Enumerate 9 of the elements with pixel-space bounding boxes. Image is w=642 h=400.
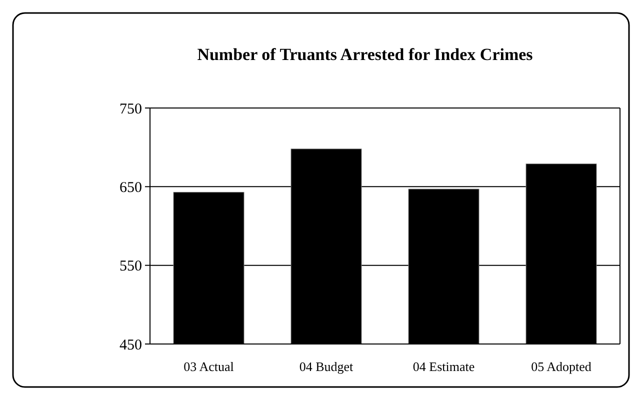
x-tick-label: 05 Adopted [531, 359, 592, 374]
chart-title: Number of Truants Arrested for Index Crimes [197, 45, 534, 64]
x-tick-label: 04 Budget [299, 359, 354, 374]
y-tick-label: 750 [120, 101, 142, 118]
x-tick-label: 04 Estimate [412, 359, 475, 374]
x-tick-label: 03 Actual [184, 359, 234, 374]
y-tick-label: 450 [120, 337, 142, 354]
y-tick-label: 650 [120, 180, 142, 196]
y-tick-label: 550 [120, 258, 142, 275]
